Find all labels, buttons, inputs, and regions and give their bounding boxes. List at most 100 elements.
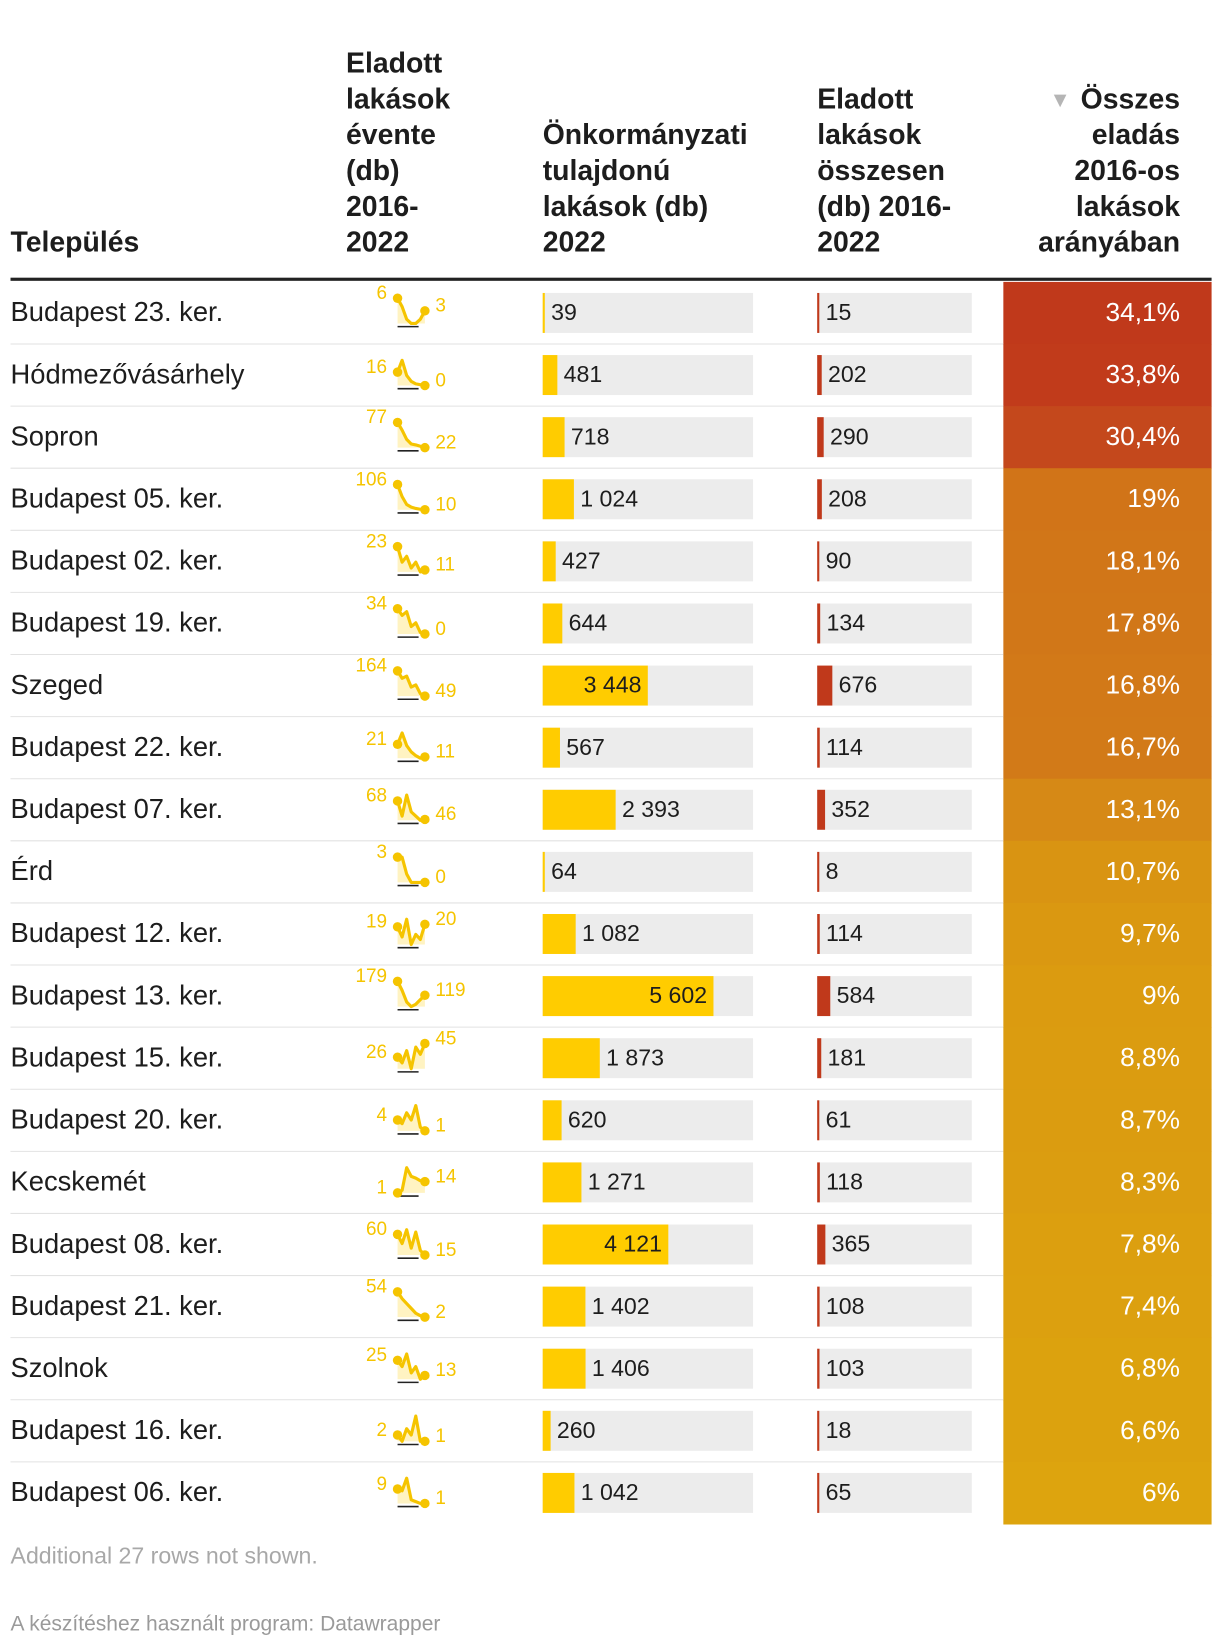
share-cell [1003, 1213, 1212, 1277]
spark-line [396, 1042, 427, 1071]
spark-area [397, 422, 425, 448]
spark-line [396, 1228, 427, 1257]
spark-label: 45 [435, 1028, 456, 1049]
sold-bar [817, 417, 824, 458]
owned-label: 620 [568, 1106, 607, 1132]
bar-track [542, 1410, 754, 1451]
share-cell [1003, 1089, 1212, 1152]
bar-track [817, 1162, 972, 1203]
bar-track [817, 541, 972, 582]
sold-label: 676 [839, 672, 878, 698]
header-rule [10, 277, 1212, 281]
spark-label: 25 [366, 1345, 387, 1366]
spark-dot [420, 1498, 430, 1509]
owned-label: 1 402 [592, 1293, 650, 1319]
share-label: 7,4% [1120, 1291, 1180, 1321]
sold-label: 208 [828, 485, 867, 511]
spark-dot [420, 1436, 430, 1447]
sold-bar [817, 1410, 820, 1451]
sold-bar [817, 1224, 826, 1265]
owned-label: 3 448 [584, 672, 642, 698]
share-label: 33,8% [1106, 359, 1181, 389]
header-text: 2022 [817, 227, 880, 259]
spark-label: 119 [435, 980, 465, 1001]
spark-label: 11 [435, 742, 455, 763]
share-cell [1003, 902, 1212, 966]
spark-line [396, 1291, 426, 1319]
row-name: Budapest 07. ker. [11, 793, 224, 824]
share-label: 6,8% [1120, 1353, 1180, 1383]
owned-bar [542, 1038, 600, 1079]
spark-line [396, 917, 427, 947]
sold-bar [817, 851, 820, 892]
spark-label: 21 [366, 729, 387, 750]
header-text: Összes [1081, 83, 1180, 115]
spark-dot [392, 417, 403, 428]
owned-label: 1 873 [606, 1044, 664, 1070]
sold-bar [817, 479, 822, 520]
share-cell [1003, 468, 1212, 531]
bar-track [817, 292, 972, 333]
spark-dot [392, 852, 403, 862]
spark-dot [420, 629, 430, 639]
spark-line [396, 297, 427, 326]
spark-label: 0 [435, 619, 446, 640]
header-text: eladás [1092, 119, 1180, 151]
sold-label: 118 [826, 1169, 863, 1195]
spark-dot [420, 1126, 430, 1136]
row-name: Budapest 06. ker. [11, 1476, 224, 1507]
owned-label: 718 [571, 423, 610, 449]
share-cell [1003, 406, 1212, 469]
share-cell [1003, 1399, 1212, 1463]
owned-label: 481 [564, 361, 603, 387]
spark-dot [392, 1052, 403, 1062]
sold-label: 103 [826, 1355, 865, 1381]
owned-label: 4 121 [604, 1231, 662, 1257]
header-text: Önkormányzati [543, 119, 748, 151]
spark-label: 19 [366, 912, 387, 933]
share-label: 9% [1142, 980, 1180, 1010]
sold-label: 134 [827, 610, 866, 636]
share-label: 10,7% [1106, 856, 1181, 886]
spark-dot [392, 1188, 403, 1198]
owned-bar [542, 914, 576, 954]
bar-track [817, 1348, 972, 1389]
owned-label: 64 [551, 858, 577, 884]
owned-label: 1 406 [592, 1355, 650, 1381]
owned-bar [542, 1348, 586, 1389]
spark-dot [420, 505, 430, 515]
header-text: 2016-os [1074, 155, 1180, 187]
header-text: 2022 [543, 227, 606, 259]
header-text: Település [11, 227, 140, 259]
header-text: tulajdonú [543, 155, 671, 187]
sold-label: 365 [832, 1231, 871, 1257]
spark-label: 68 [366, 786, 387, 807]
share-cell [1003, 654, 1212, 718]
share-label: 16,7% [1106, 732, 1181, 762]
share-label: 19% [1127, 483, 1180, 513]
share-label: 8,8% [1120, 1042, 1180, 1072]
sold-bar [817, 292, 820, 333]
sold-label: 290 [830, 423, 869, 449]
header-text: (db) [346, 155, 400, 187]
header-text: lakások [817, 119, 921, 151]
spark-label: 15 [435, 1240, 456, 1261]
spark-label: 3 [435, 296, 446, 317]
bar-track [817, 417, 972, 458]
owned-label: 427 [562, 548, 601, 574]
bar-track [542, 1472, 754, 1513]
spark-dot [420, 565, 430, 575]
spark-dot [392, 922, 403, 932]
sold-label: 108 [826, 1293, 865, 1319]
spark-label: 0 [435, 867, 446, 888]
share-cell [1003, 1337, 1212, 1401]
share-label: 30,4% [1106, 421, 1181, 451]
sold-bar [817, 1472, 820, 1513]
spark-dot [420, 1038, 430, 1049]
spark-label: 6 [377, 283, 388, 304]
header-text: (db) 2016- [817, 191, 951, 223]
spark-dot [392, 1355, 403, 1366]
sort-arrow[interactable] [1053, 94, 1067, 108]
share-cell [1003, 343, 1212, 407]
owned-bar [542, 479, 574, 520]
